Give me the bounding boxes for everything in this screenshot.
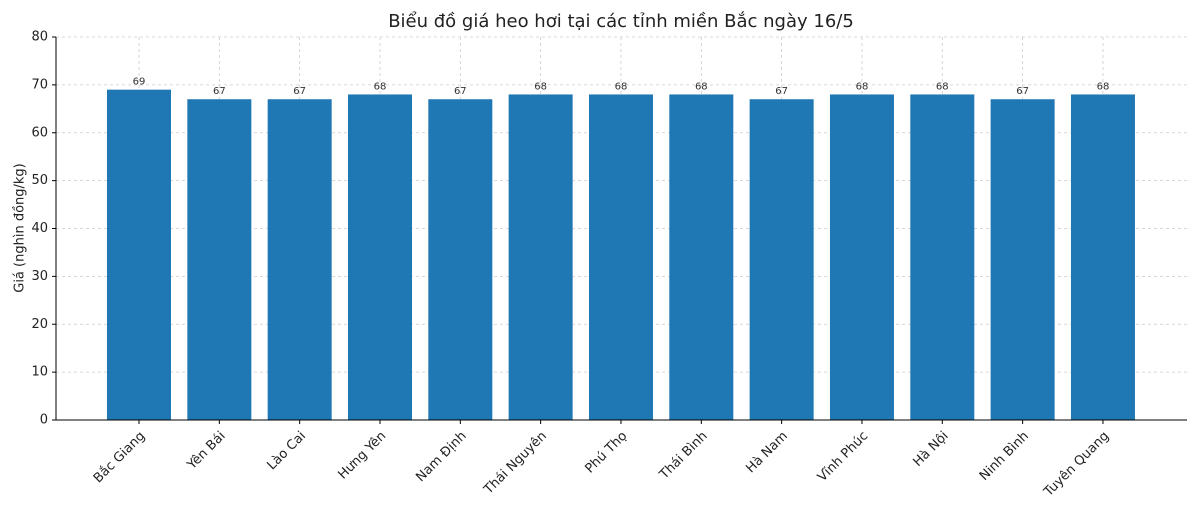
bar <box>829 94 894 420</box>
bar <box>347 94 412 420</box>
x-tick-label: Tuyên Quang <box>1041 429 1113 501</box>
x-tick-label: Lào Cai <box>264 429 309 474</box>
x-tick-label: Thái Nguyên <box>481 429 550 498</box>
x-tick-label: Phú Thọ <box>582 429 630 477</box>
y-tick-label: 40 <box>31 221 48 236</box>
value-label: 68 <box>374 81 387 92</box>
y-tick-label: 60 <box>31 125 48 140</box>
bar <box>1070 94 1135 420</box>
value-label: 68 <box>615 81 628 92</box>
y-tick-label: 20 <box>31 317 48 332</box>
x-tick-label: Nam Định <box>413 429 469 485</box>
bar <box>107 89 171 420</box>
value-label: 69 <box>133 77 146 88</box>
x-tick-label: Hà Nam <box>743 429 791 477</box>
bar <box>187 99 252 421</box>
x-tick-label: Hưng Yên <box>335 429 389 483</box>
bar <box>910 94 975 420</box>
value-label: 68 <box>534 81 547 92</box>
value-label: 67 <box>775 86 788 97</box>
bar <box>669 94 734 420</box>
y-tick-label: 30 <box>31 269 48 284</box>
bar <box>267 99 332 421</box>
chart-title: Biểu đồ giá heo hơi tại các tỉnh miền Bắ… <box>388 11 854 32</box>
bar <box>749 99 814 421</box>
bar <box>990 99 1055 421</box>
value-label: 68 <box>695 81 708 92</box>
value-label: 68 <box>936 81 949 92</box>
value-label: 68 <box>1097 81 1110 92</box>
y-tick-label: 10 <box>31 365 48 380</box>
x-tick-label: Thái Bình <box>656 429 710 483</box>
value-label: 68 <box>856 81 869 92</box>
value-label: 67 <box>213 86 226 97</box>
x-tick-label: Hà Nội <box>910 429 951 470</box>
y-axis-label: Giá (nghìn đồng/kg) <box>13 163 28 293</box>
value-label: 67 <box>454 86 467 97</box>
bar <box>508 94 573 420</box>
y-tick-label: 50 <box>31 173 48 188</box>
x-tick-label: Ninh Bình <box>977 429 1032 484</box>
y-tick-label: 70 <box>31 77 48 92</box>
bar <box>428 99 493 421</box>
y-tick-label: 80 <box>31 30 48 45</box>
x-tick-label: Bắc Giang <box>91 429 148 486</box>
y-tick-label: 0 <box>40 413 48 428</box>
x-tick-label: Vĩnh Phúc <box>815 429 871 485</box>
x-tick-label: Yên Bái <box>184 429 229 474</box>
value-label: 67 <box>1016 86 1029 97</box>
bar <box>588 94 653 420</box>
value-label: 67 <box>293 86 306 97</box>
